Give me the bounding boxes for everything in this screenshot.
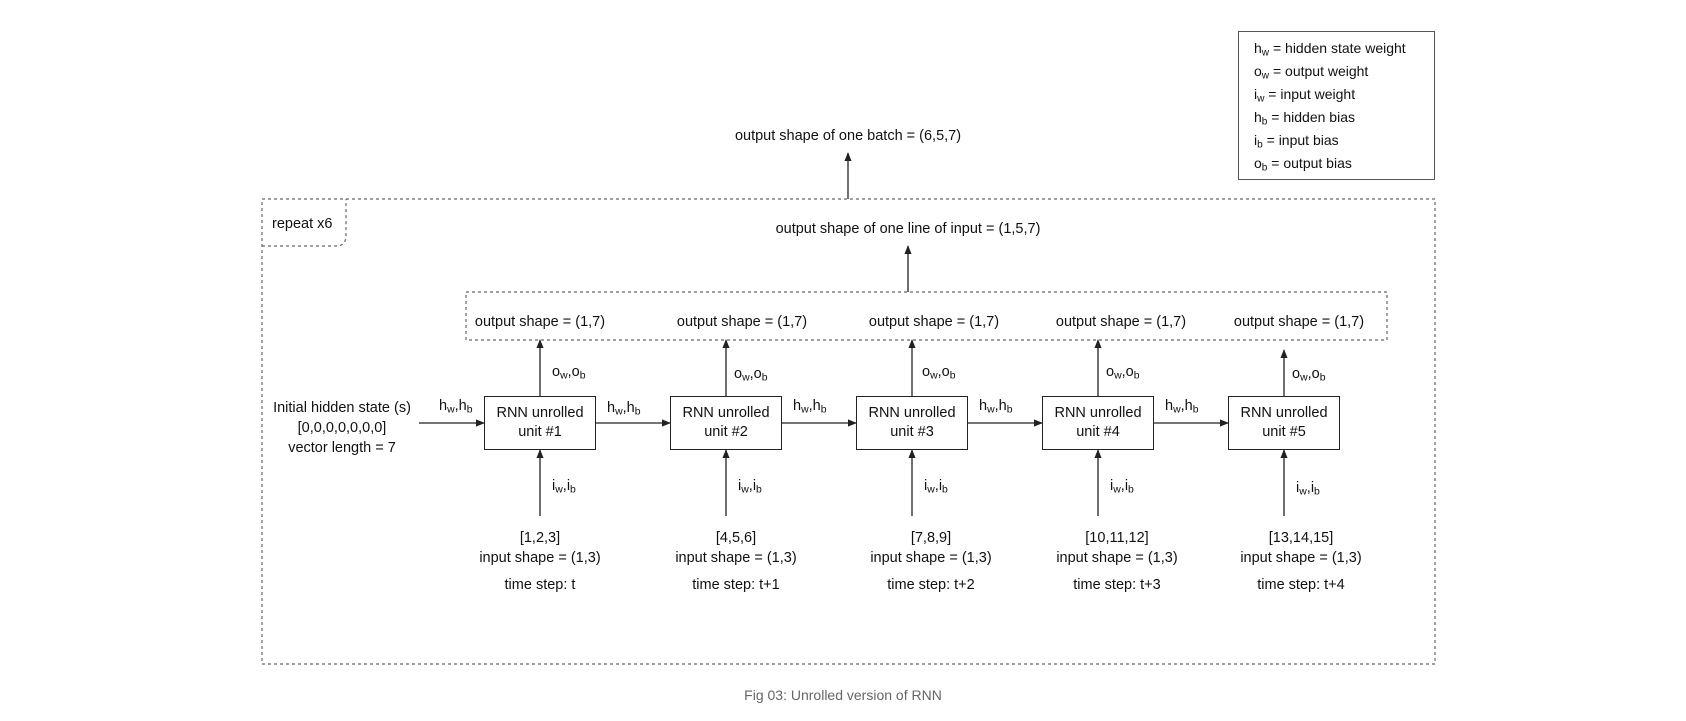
unit-3-time-step: time step: t+2 (887, 577, 975, 593)
rnn-unit-4-number: unit #4 (1076, 424, 1120, 440)
unit-2-input-weight-label: iw,ib (738, 478, 762, 496)
rnn-unit-4-title: RNN unrolled (1054, 405, 1142, 421)
unit-3-input-shape: input shape = (1,3) (870, 550, 992, 566)
initial-hidden-state: Initial hidden state (s) [0,0,0,0,0,0,0]… (262, 398, 422, 458)
unit-4-input-shape: input shape = (1,3) (1056, 550, 1178, 566)
legend: hw = hidden state weight ow = output wei… (1238, 31, 1435, 180)
initial-state-length: vector length = 7 (288, 440, 396, 456)
hidden-weight-label-0: hw,hb (439, 398, 473, 416)
unit-1-input: [1,2,3] input shape = (1,3) time step: t (465, 528, 615, 595)
unit-4-input-weight-label: iw,ib (1110, 478, 1134, 496)
outputs-frame (465, 291, 1388, 341)
rnn-unit-1-title: RNN unrolled (496, 405, 584, 421)
unit-5-input: [13,14,15] input shape = (1,3) time step… (1226, 528, 1376, 595)
unit-1-time-step: time step: t (504, 577, 576, 593)
rnn-unit-3-number: unit #3 (890, 424, 934, 440)
unit-4-input-vector: [10,11,12] (1085, 530, 1149, 546)
unit-2-input: [4,5,6] input shape = (1,3) time step: t… (661, 528, 811, 595)
rnn-unit-5: RNN unrolled unit #5 (1228, 396, 1340, 450)
rnn-unit-4: RNN unrolled unit #4 (1042, 396, 1154, 450)
legend-item-input-bias: ib = input bias (1254, 132, 1339, 151)
unit-3-input-vector: [7,8,9] (910, 530, 952, 546)
unit-1-input-shape: input shape = (1,3) (479, 550, 601, 566)
hidden-weight-label-4: hw,hb (1165, 398, 1199, 416)
legend-item-input-weight: iw = input weight (1254, 86, 1356, 105)
rnn-unit-1-number: unit #1 (518, 424, 562, 440)
repeat-label: repeat x6 (272, 216, 333, 232)
rnn-unit-2-number: unit #2 (704, 424, 748, 440)
unit-2-input-shape: input shape = (1,3) (675, 550, 797, 566)
initial-state-title: Initial hidden state (s) (273, 400, 411, 416)
unit-4-input: [10,11,12] input shape = (1,3) time step… (1042, 528, 1192, 595)
hidden-weight-label-3: hw,hb (979, 398, 1013, 416)
unit-4-time-step: time step: t+3 (1073, 577, 1161, 593)
unit-4-output-label: output shape = (1,7) (1055, 314, 1187, 330)
unit-5-output-label: output shape = (1,7) (1233, 314, 1365, 330)
unit-1-input-weight-label: iw,ib (552, 478, 576, 496)
unit-5-time-step: time step: t+4 (1257, 577, 1345, 593)
rnn-unit-5-title: RNN unrolled (1240, 405, 1328, 421)
hidden-weight-label-1: hw,hb (607, 400, 641, 418)
unit-4-output-weight-label: ow,ob (1106, 364, 1140, 382)
figure-caption: Fig 03: Unrolled version of RNN (744, 687, 942, 703)
unit-2-output-label: output shape = (1,7) (676, 314, 808, 330)
unit-2-time-step: time step: t+1 (692, 577, 780, 593)
rnn-unit-5-number: unit #5 (1262, 424, 1306, 440)
unit-3-output-weight-label: ow,ob (922, 364, 956, 382)
unit-5-input-shape: input shape = (1,3) (1240, 550, 1362, 566)
line-output-label: output shape of one line of input = (1,5… (775, 221, 1041, 237)
initial-state-vector: [0,0,0,0,0,0,0] (297, 420, 387, 436)
rnn-unit-2-title: RNN unrolled (682, 405, 770, 421)
unit-1-output-label: output shape = (1,7) (474, 314, 606, 330)
rnn-unit-3: RNN unrolled unit #3 (856, 396, 968, 450)
unit-3-output-label: output shape = (1,7) (868, 314, 1000, 330)
unit-3-input-weight-label: iw,ib (924, 478, 948, 496)
unit-1-output-weight-label: ow,ob (552, 364, 586, 382)
batch-output-label: output shape of one batch = (6,5,7) (734, 128, 962, 144)
legend-item-hidden-bias: hb = hidden bias (1254, 109, 1355, 128)
legend-item-output-weight: ow = output weight (1254, 63, 1369, 82)
unit-5-output-weight-label: ow,ob (1292, 366, 1326, 384)
unit-5-input-vector: [13,14,15] (1268, 530, 1334, 546)
unit-1-input-vector: [1,2,3] (519, 530, 561, 546)
rnn-unit-1: RNN unrolled unit #1 (484, 396, 596, 450)
legend-item-output-bias: ob = output bias (1254, 155, 1352, 174)
hidden-weight-label-2: hw,hb (793, 398, 827, 416)
rnn-unit-3-title: RNN unrolled (868, 405, 956, 421)
unit-2-input-vector: [4,5,6] (715, 530, 757, 546)
unit-5-input-weight-label: iw,ib (1296, 480, 1320, 498)
unit-2-output-weight-label: ow,ob (734, 366, 768, 384)
unit-3-input: [7,8,9] input shape = (1,3) time step: t… (856, 528, 1006, 595)
repeat-frame (261, 198, 1436, 665)
rnn-unit-2: RNN unrolled unit #2 (670, 396, 782, 450)
legend-item-hidden-weight: hw = hidden state weight (1254, 40, 1406, 59)
